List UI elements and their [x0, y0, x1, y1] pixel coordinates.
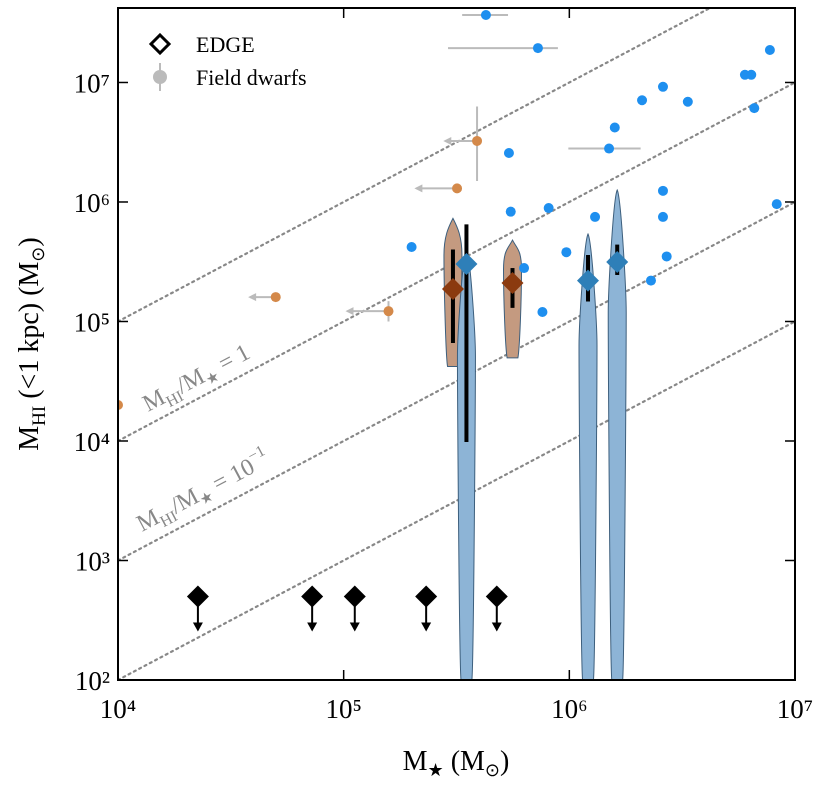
x-tick-label: 10⁶: [551, 694, 587, 724]
field-point: [645, 275, 656, 286]
field-point: [749, 103, 760, 114]
y-tick-label: 10²: [75, 666, 110, 696]
field-point: [472, 135, 483, 146]
limit-arrowhead: [307, 622, 318, 632]
legend: EDGE Field dwarfs: [148, 32, 307, 91]
legend-marker: [148, 32, 172, 56]
ratio-line: [118, 200, 795, 562]
limit-arrowhead: [248, 293, 257, 302]
ratio-line: [118, 8, 713, 323]
field-point: [537, 307, 548, 318]
ratio-label: MHI/M★ = 1: [139, 339, 257, 420]
y-tick-label: 10⁷: [74, 68, 110, 98]
x-tick-label: 10⁷: [777, 694, 813, 724]
plot-frame: [117, 7, 796, 681]
field-point: [604, 143, 615, 154]
field-point: [452, 183, 463, 194]
field-point: [519, 263, 530, 274]
edge-point: [415, 585, 438, 608]
limit-arrowhead: [491, 622, 502, 632]
edge-point: [301, 585, 324, 608]
field-point: [561, 247, 572, 258]
ratio-label: MHI/M★ = 10−1: [131, 442, 276, 540]
edge-point: [186, 585, 209, 608]
y-axis-label: MHI (<1 kpc) (M⊙): [14, 237, 50, 450]
ratio-lines: [118, 8, 795, 680]
field-point: [764, 44, 775, 55]
axes: 10⁴ 10⁵ 10⁶ 10⁷ 10² 10³ 10⁴ 10⁵ 10⁶ 10⁷: [74, 7, 813, 724]
field-point: [657, 211, 668, 222]
field-point: [118, 400, 123, 411]
legend-label: Field dwarfs: [196, 65, 307, 90]
field-point: [480, 10, 491, 21]
field-point: [771, 199, 782, 210]
field-point: [406, 242, 417, 253]
limit-arrowhead: [192, 622, 203, 632]
y-tick-label: 10³: [75, 546, 110, 576]
legend-marker: [153, 70, 167, 84]
field-point: [543, 203, 554, 214]
median-diamond: [501, 271, 524, 294]
limit-arrowhead: [414, 184, 423, 193]
field-point: [590, 211, 601, 222]
field-point: [532, 43, 543, 54]
field-point: [503, 147, 514, 158]
field-point: [609, 122, 620, 133]
field-point: [746, 69, 757, 80]
x-tick-label: 10⁵: [325, 694, 361, 724]
field-point: [270, 292, 281, 303]
median-diamond: [441, 278, 464, 301]
field-point: [637, 95, 648, 106]
marks: [118, 10, 782, 680]
x-tick-label: 10⁴: [100, 694, 136, 724]
limit-arrowhead: [345, 307, 354, 316]
field-point: [505, 206, 516, 217]
y-tick-label: 10⁶: [74, 188, 110, 218]
field-point: [657, 185, 668, 196]
edge-point: [343, 585, 366, 608]
field-point: [661, 251, 672, 262]
limit-arrowhead: [443, 136, 452, 145]
limit-arrowhead: [421, 622, 432, 632]
y-tick-label: 10⁴: [74, 427, 110, 457]
median-diamond: [577, 269, 600, 292]
annotations: MHI/M★ = 1 MHI/M★ = 10−1: [131, 339, 276, 540]
field-point: [383, 306, 394, 317]
violin: [456, 247, 476, 680]
x-axis-label: M★ (M⊙): [403, 746, 510, 780]
edge-point: [485, 585, 508, 608]
violin: [607, 188, 627, 680]
limit-arrowhead: [349, 622, 360, 632]
violin: [578, 232, 598, 680]
median-diamond: [606, 250, 629, 273]
y-tick-label: 10⁵: [74, 307, 110, 337]
ratio-line: [118, 320, 795, 680]
field-point: [657, 81, 668, 92]
legend-label: EDGE: [196, 32, 255, 57]
field-point: [682, 96, 693, 107]
median-diamond: [455, 252, 478, 275]
